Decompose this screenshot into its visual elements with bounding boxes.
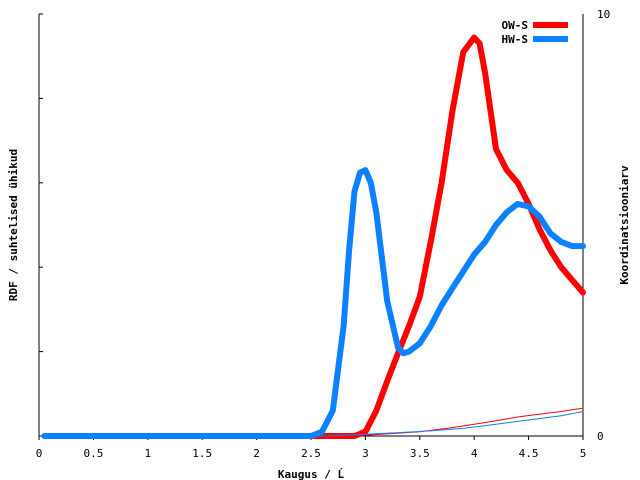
legend-label-hw-s: HW-S — [502, 33, 529, 46]
x-tick-label: 1 — [144, 447, 151, 460]
series-line-1 — [41, 167, 586, 439]
x-tick-label: 3.5 — [410, 447, 430, 460]
series-line-2 — [43, 407, 584, 437]
x-tick-label: 4 — [471, 447, 478, 460]
right-axis-ticks: 0 10 — [597, 8, 610, 443]
series-line-3 — [43, 411, 584, 437]
x-axis-label: Kaugus / Ĺ — [278, 468, 345, 480]
legend-label-ow-s: OW-S — [502, 19, 529, 32]
y2-tick-label: 0 — [597, 430, 604, 443]
series-group — [41, 34, 586, 439]
x-tick-label: 1.5 — [192, 447, 212, 460]
x-axis-ticks: 0 0.5 1 1.5 2 2.5 3 3.5 4 4.5 5 — [36, 436, 587, 460]
y2-axis-label: Koordinatsiooniarv — [618, 165, 631, 285]
x-tick-label: 0 — [36, 447, 43, 460]
x-tick-label: 2.5 — [301, 447, 321, 460]
x-tick-label: 2 — [253, 447, 260, 460]
y2-tick-label: 10 — [597, 8, 610, 21]
legend: OW-S HW-S — [502, 19, 568, 46]
y-axis-label: RDF / suhtelised ühikud — [7, 149, 20, 301]
x-tick-label: 5 — [580, 447, 587, 460]
plot-frame — [38, 14, 584, 437]
x-tick-label: 0.5 — [83, 447, 103, 460]
x-tick-label: 3 — [362, 447, 369, 460]
left-axis-ticks — [39, 13, 43, 437]
x-tick-label: 4.5 — [519, 447, 539, 460]
series-line-0 — [41, 34, 586, 439]
